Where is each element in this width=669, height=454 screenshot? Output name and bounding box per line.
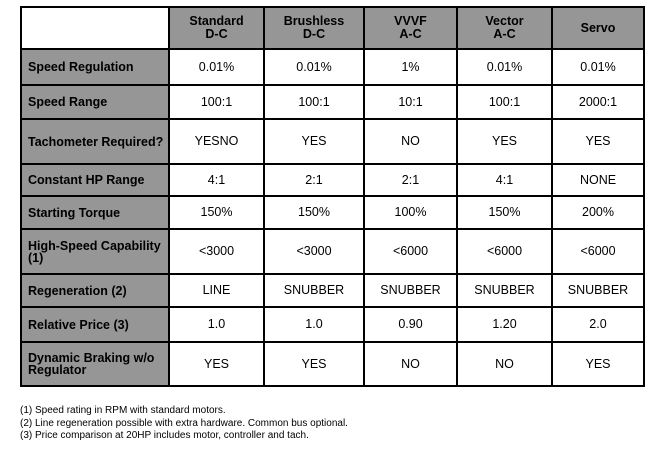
table-cell: 200% xyxy=(551,195,645,230)
column-header-servo: Servo xyxy=(551,6,645,50)
row-header: Tachometer Required? xyxy=(20,118,170,165)
table-cell: YES xyxy=(456,118,553,165)
table-cell: <6000 xyxy=(456,228,553,275)
table-cell: 100% xyxy=(363,195,458,230)
table-cell: 150% xyxy=(263,195,365,230)
corner-cell xyxy=(20,6,170,50)
footnote-3: (3) Price comparison at 20HP includes mo… xyxy=(20,430,309,441)
table-row: Speed Range 100:1 100:1 10:1 100:1 2000:… xyxy=(20,84,645,120)
table-cell: 100:1 xyxy=(456,84,553,120)
column-header-vvvf-ac: VVVF A-C xyxy=(363,6,458,50)
row-header: Speed Regulation xyxy=(20,48,170,86)
table-cell: NO xyxy=(363,118,458,165)
row-header: Constant HP Range xyxy=(20,163,170,197)
table-cell: 1.0 xyxy=(263,306,365,343)
table-cell: YESNO xyxy=(168,118,265,165)
table-cell: 0.01% xyxy=(456,48,553,86)
table-cell: NO xyxy=(363,341,458,387)
table-cell: 2000:1 xyxy=(551,84,645,120)
table-row: Constant HP Range 4:1 2:1 2:1 4:1 NONE xyxy=(20,163,645,197)
table-cell: YES xyxy=(263,118,365,165)
table-row: Dynamic Braking w/o Regulator YES YES NO… xyxy=(20,341,645,387)
table-cell: SNUBBER xyxy=(456,273,553,308)
table-cell: YES xyxy=(551,118,645,165)
column-header-brushless-dc: Brushless D-C xyxy=(263,6,365,50)
footnote-2: (2) Line regeneration possible with extr… xyxy=(20,417,348,429)
table-row: High-Speed Capability (1) <3000 <3000 <6… xyxy=(20,228,645,275)
table-cell: 1% xyxy=(363,48,458,86)
table-cell: 2:1 xyxy=(263,163,365,197)
table-cell: <3000 xyxy=(168,228,265,275)
table-cell: 1.0 xyxy=(168,306,265,343)
header-row: Standard D-C Brushless D-C VVVF A-C Vect… xyxy=(20,6,645,50)
table-cell: 0.01% xyxy=(263,48,365,86)
table-cell: <3000 xyxy=(263,228,365,275)
row-header: Speed Range xyxy=(20,84,170,120)
table-cell: 0.90 xyxy=(363,306,458,343)
comparison-table-container: Standard D-C Brushless D-C VVVF A-C Vect… xyxy=(20,6,645,387)
drive-comparison-table: Standard D-C Brushless D-C VVVF A-C Vect… xyxy=(20,6,645,387)
table-row: Tachometer Required? YESNO YES NO YES YE… xyxy=(20,118,645,165)
footnotes: (1) Speed rating in RPM with standard mo… xyxy=(20,405,650,443)
table-cell: 1.20 xyxy=(456,306,553,343)
column-header-standard-dc: Standard D-C xyxy=(168,6,265,50)
table-cell: 4:1 xyxy=(456,163,553,197)
row-header: Dynamic Braking w/o Regulator xyxy=(20,341,170,387)
table-cell: SNUBBER xyxy=(363,273,458,308)
footnote-1: (1) Speed rating in RPM with standard mo… xyxy=(20,405,226,416)
row-header: Regeneration (2) xyxy=(20,273,170,308)
table-cell: YES xyxy=(263,341,365,387)
row-header: High-Speed Capability (1) xyxy=(20,228,170,275)
table-cell: NONE xyxy=(551,163,645,197)
table-cell: YES xyxy=(551,341,645,387)
table-cell: 150% xyxy=(456,195,553,230)
table-cell: 2.0 xyxy=(551,306,645,343)
table-row: Starting Torque 150% 150% 100% 150% 200% xyxy=(20,195,645,230)
table-cell: LINE xyxy=(168,273,265,308)
table-cell: 100:1 xyxy=(263,84,365,120)
table-cell: SNUBBER xyxy=(263,273,365,308)
table-cell: 4:1 xyxy=(168,163,265,197)
table-cell: 2:1 xyxy=(363,163,458,197)
table-cell: SNUBBER xyxy=(551,273,645,308)
table-cell: 0.01% xyxy=(551,48,645,86)
table-row: Speed Regulation 0.01% 0.01% 1% 0.01% 0.… xyxy=(20,48,645,86)
table-cell: 150% xyxy=(168,195,265,230)
table-cell: YES xyxy=(168,341,265,387)
table-cell: NO xyxy=(456,341,553,387)
row-header: Relative Price (3) xyxy=(20,306,170,343)
row-header: Starting Torque xyxy=(20,195,170,230)
table-cell: 100:1 xyxy=(168,84,265,120)
table-row: Relative Price (3) 1.0 1.0 0.90 1.20 2.0 xyxy=(20,306,645,343)
table-cell: 0.01% xyxy=(168,48,265,86)
table-row: Regeneration (2) LINE SNUBBER SNUBBER SN… xyxy=(20,273,645,308)
table-cell: <6000 xyxy=(551,228,645,275)
table-cell: <6000 xyxy=(363,228,458,275)
table-cell: 10:1 xyxy=(363,84,458,120)
column-header-vector-ac: Vector A-C xyxy=(456,6,553,50)
